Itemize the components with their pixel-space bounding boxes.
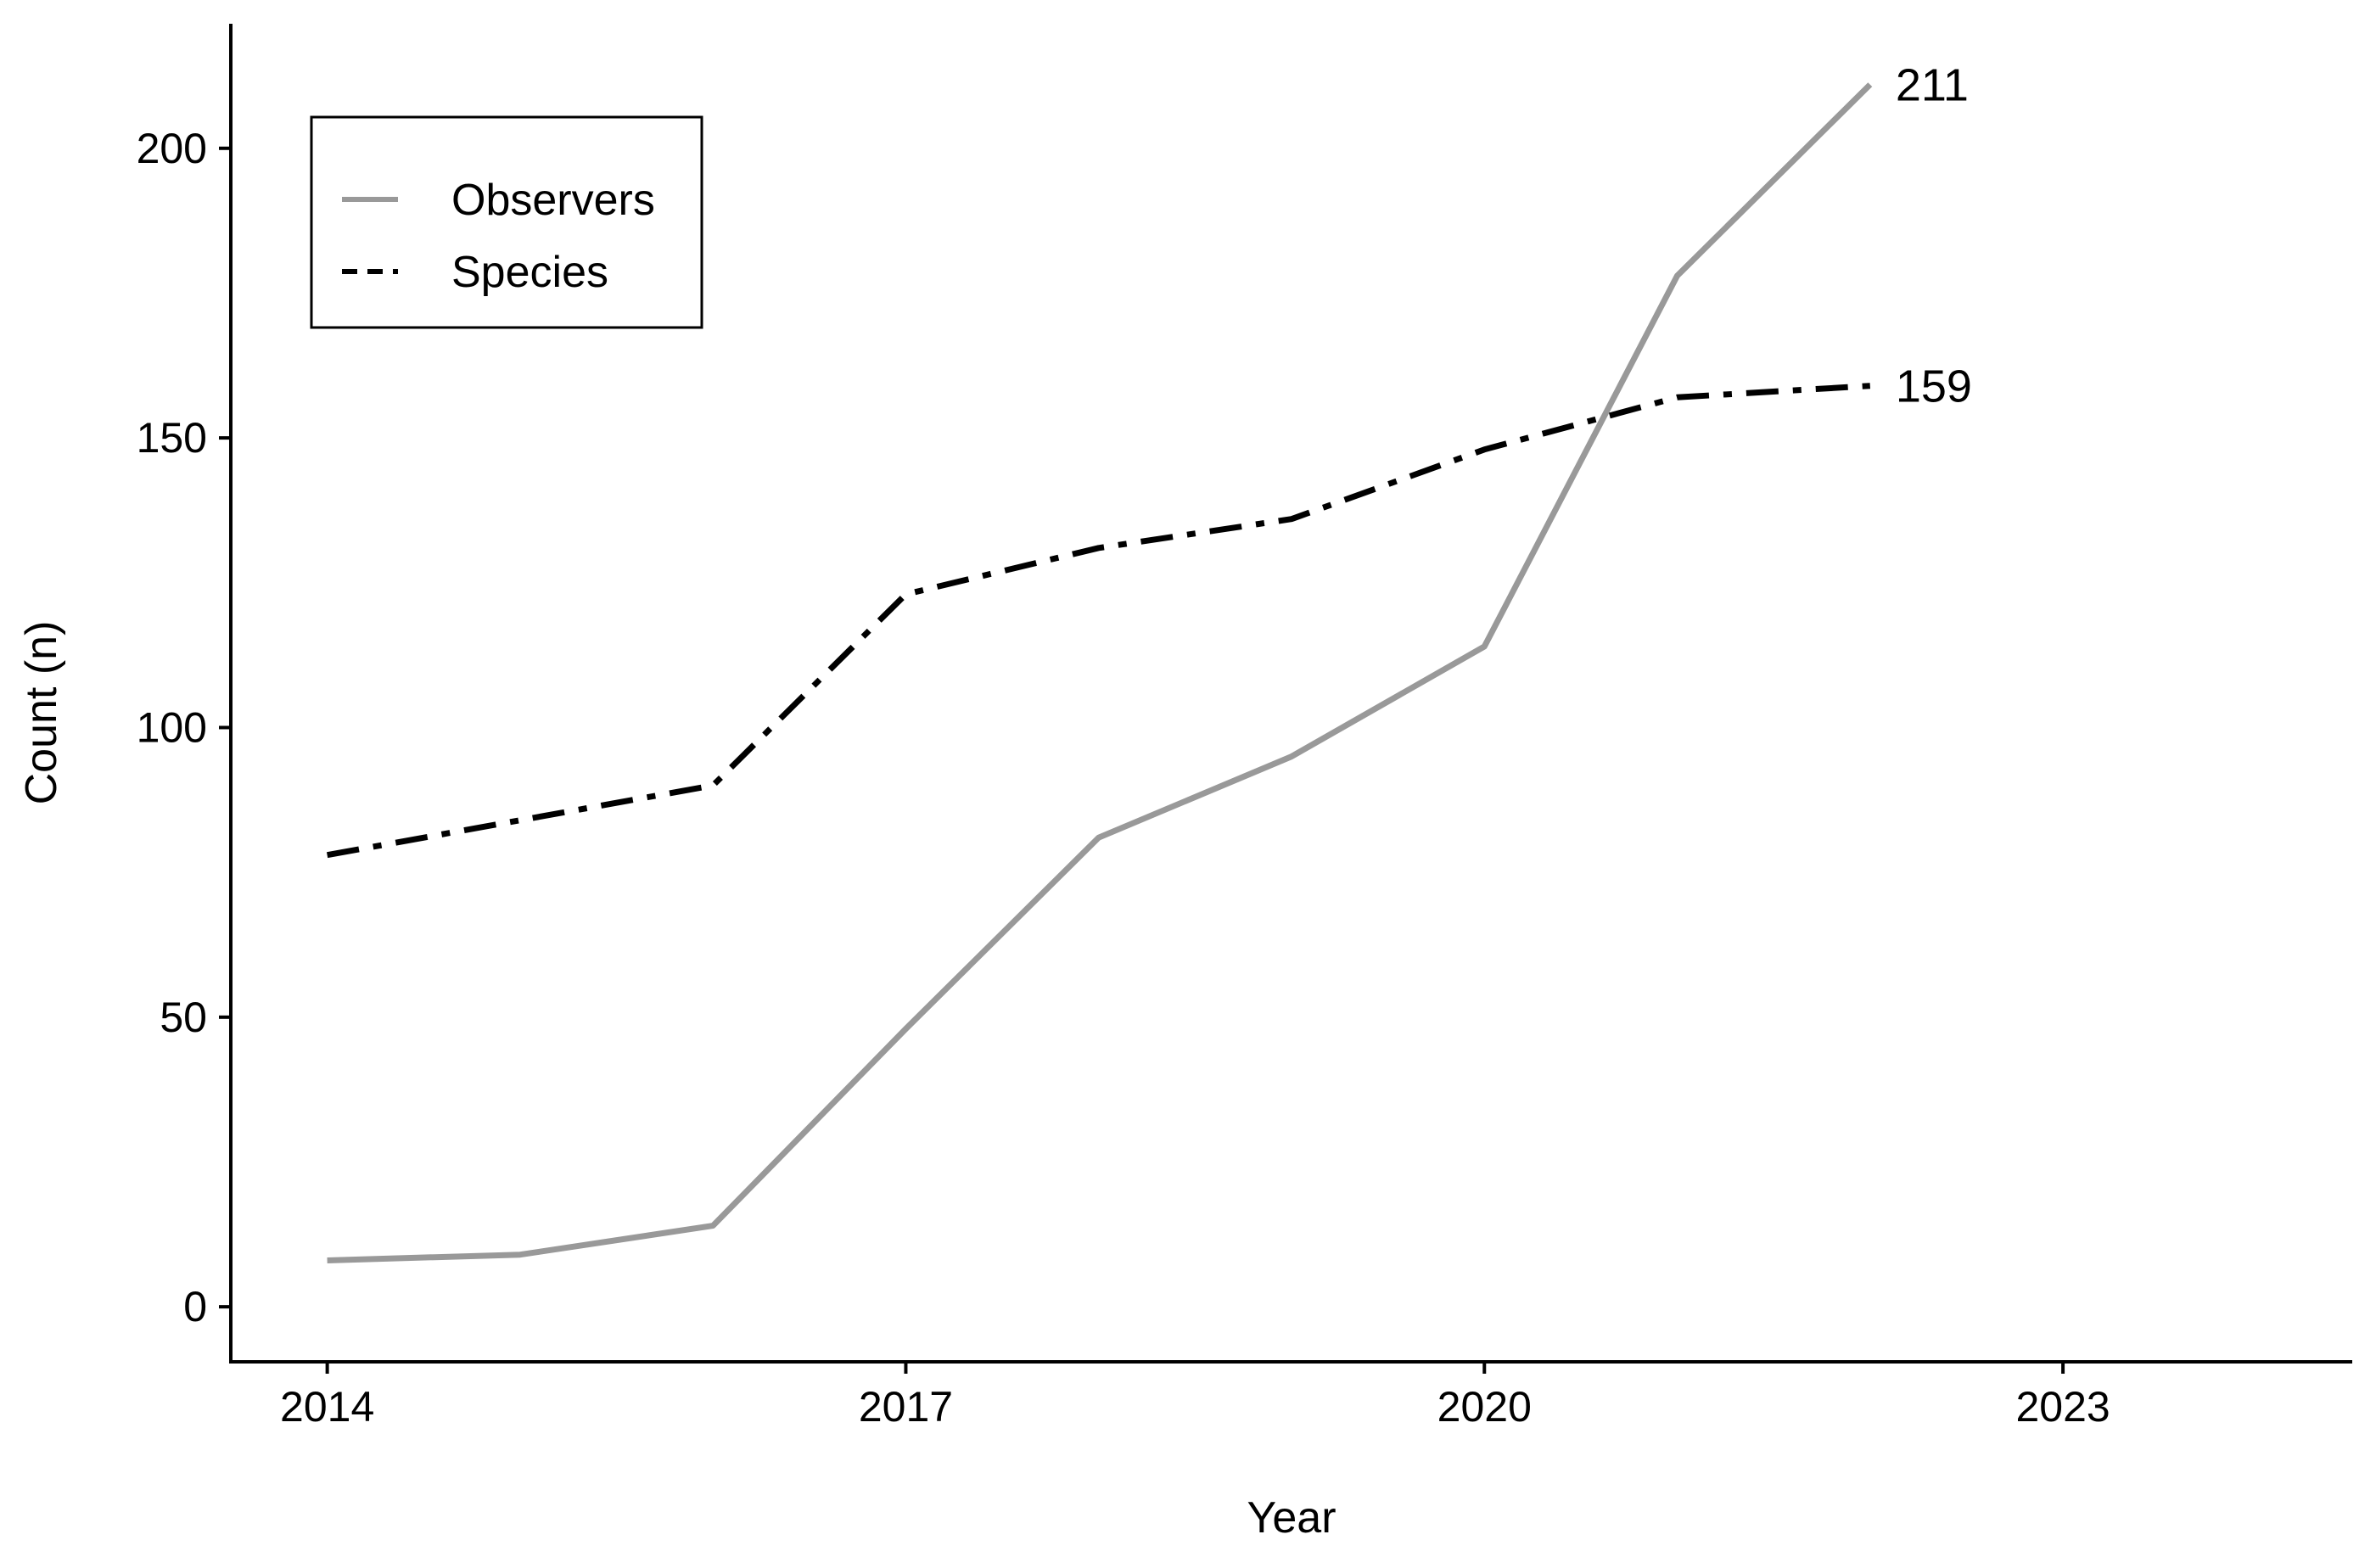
x-tick-label: 2020 — [1437, 1383, 1532, 1431]
ticks: 0 50 100 150 200 2014 2017 2020 2023 — [137, 125, 2110, 1431]
y-axis-title: Count (n) — [17, 621, 66, 805]
y-tick-label: 0 — [183, 1283, 207, 1330]
y-tick-label: 50 — [160, 994, 207, 1041]
y-tick-label: 200 — [137, 125, 207, 172]
x-tick-label: 2014 — [280, 1383, 374, 1431]
legend-label-species: Species — [451, 248, 608, 297]
axes — [229, 24, 2352, 1364]
x-tick-label: 2023 — [2015, 1383, 2110, 1431]
legend-label-observers: Observers — [451, 176, 655, 225]
legend-box — [310, 115, 703, 329]
y-tick-label: 150 — [137, 414, 207, 462]
end-label-species: 159 — [1896, 361, 1972, 412]
x-axis-title: Year — [1247, 1493, 1336, 1543]
y-tick-label: 100 — [137, 703, 207, 751]
legend: Observers Species — [310, 115, 703, 329]
series-line-species — [326, 383, 1871, 859]
x-tick-label: 2017 — [859, 1383, 953, 1431]
end-label-observers: 211 — [1896, 60, 1969, 111]
series-layer — [326, 82, 1873, 1263]
end-labels: 211 159 — [1896, 60, 1972, 412]
series-line-observers — [327, 82, 1873, 1263]
